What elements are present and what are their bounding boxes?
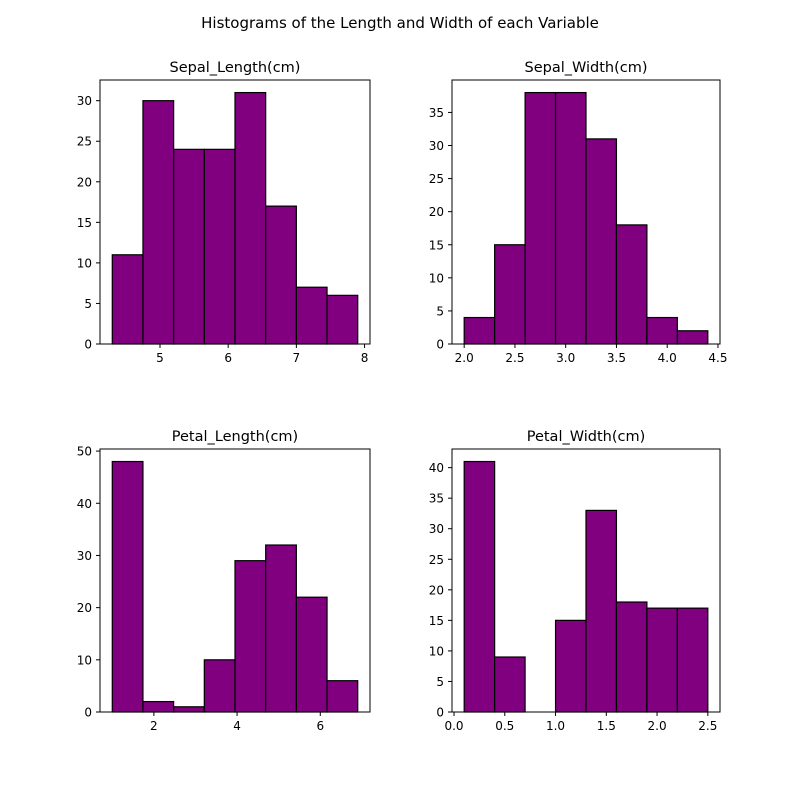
x-tick-label: 4 — [233, 719, 241, 733]
subplot-grid: Sepal_Length(cm)5 6 7 8051015202530Sepal_Wi… — [77, 60, 728, 733]
y-tick-label: 5 — [436, 675, 444, 689]
histogram-bar — [173, 706, 205, 713]
histogram-bar — [676, 607, 709, 713]
x-tick-label: 2.0 — [648, 719, 667, 733]
y-tick-label: 10 — [77, 256, 92, 270]
y-tick-label: 25 — [429, 172, 444, 186]
subplot-3: Petal_Length(cm) 2 4 6 0 10 20 30 40 50 — [77, 429, 371, 733]
y-tick-label: 10 — [429, 644, 444, 658]
histogram-bar — [463, 460, 496, 713]
histogram-bar — [326, 294, 359, 345]
histogram-bar — [615, 601, 648, 713]
y-tick-label: 20 — [77, 601, 92, 615]
histogram-bar — [326, 680, 359, 713]
subplot-title: Sepal_Width(cm) — [524, 60, 647, 76]
x-tick-label: 1.0 — [546, 719, 565, 733]
subplot-1: Sepal_Length(cm) 5 6 7 8 0 5 10 15 20 25 30 — [77, 60, 371, 365]
y-tick-label: 0 — [436, 706, 444, 720]
histogram-bar — [585, 509, 618, 713]
x-tick-label: 2.0 — [455, 351, 474, 365]
x-tick-label: 2 — [150, 719, 158, 733]
y-tick-label: 0 — [84, 338, 92, 352]
subplot-title: Petal_Length(cm) — [172, 429, 298, 445]
y-tick-label: 15 — [429, 614, 444, 628]
subplot-2: Sepal_Width(cm) 2.0 2.5 3.0 3.5 4.0 4.5 0 5 10 15 2… — [429, 60, 728, 365]
x-tick-label: 2.5 — [698, 719, 717, 733]
histogram-bar — [554, 619, 587, 713]
x-tick-label: 0.5 — [495, 719, 514, 733]
histogram-bar — [494, 656, 526, 713]
histogram-bar — [295, 596, 328, 713]
histogram-bar — [234, 91, 267, 345]
histogram-bar — [494, 244, 526, 345]
y-tick-label: 40 — [429, 461, 444, 475]
y-tick-label: 15 — [77, 216, 92, 230]
x-tick-label: 4.5 — [708, 351, 727, 365]
x-tick-label: 4.0 — [658, 351, 677, 365]
x-tick-label: 8 — [361, 351, 369, 365]
y-tick-label: 25 — [429, 553, 444, 567]
y-tick-label: 20 — [77, 175, 92, 189]
y-tick-label: 35 — [429, 106, 444, 120]
y-tick-label: 25 — [77, 135, 92, 149]
y-tick-label: 0 — [436, 338, 444, 352]
axes-frame — [99, 79, 371, 345]
x-tick-label: 7 — [293, 351, 301, 365]
x-tick-label: 5 — [156, 351, 164, 365]
y-tick-label: 20 — [429, 583, 444, 597]
subplot-title: Petal_Width(cm) — [527, 429, 646, 445]
y-tick-label: 15 — [429, 238, 444, 252]
histogram-bar — [463, 316, 496, 345]
histogram-bar — [295, 286, 328, 345]
y-tick-label: 30 — [77, 549, 92, 563]
y-tick-label: 50 — [77, 445, 92, 459]
y-tick-label: 5 — [436, 304, 444, 318]
subplot-title: Sepal_Length(cm) — [170, 60, 301, 76]
y-tick-label: 20 — [429, 205, 444, 219]
y-tick-label: 10 — [77, 653, 92, 667]
histogram-bar — [203, 659, 236, 713]
y-tick-label: 30 — [77, 94, 92, 108]
y-tick-label: 30 — [429, 522, 444, 536]
x-tick-label: 3.5 — [607, 351, 626, 365]
histogram-bar — [111, 254, 144, 345]
axes-frame — [451, 448, 721, 713]
y-tick-label: 35 — [429, 492, 444, 506]
y-tick-label: 10 — [429, 271, 444, 285]
histogram-bar — [676, 330, 709, 345]
histogram-bar — [554, 91, 587, 345]
subplot-4: Petal_Width(cm) 0.0 0.5 1.0 1.5 2.0 2.5 0 5 10 15 2… — [429, 429, 721, 733]
histogram-bar — [203, 148, 236, 345]
figure-title: Histograms of the Length and Width of ea… — [201, 14, 599, 32]
histogram-bar — [142, 100, 175, 345]
y-tick-label: 40 — [77, 497, 92, 511]
histogram-bar — [173, 148, 205, 345]
x-tick-label: 2.5 — [505, 351, 524, 365]
x-tick-label: 6 — [316, 719, 324, 733]
histogram-bar — [585, 138, 618, 345]
histogram-bar — [111, 460, 144, 713]
x-tick-label: 0.0 — [444, 719, 463, 733]
x-tick-label: 1.5 — [597, 719, 616, 733]
y-tick-label: 30 — [429, 139, 444, 153]
x-tick-label: 3.0 — [556, 351, 575, 365]
histogram-bar — [646, 316, 678, 345]
x-tick-label: 6 — [224, 351, 232, 365]
y-tick-label: 5 — [84, 297, 92, 311]
axes-frame — [99, 448, 371, 713]
histogram-bar — [524, 91, 557, 345]
histogram-bar — [265, 544, 297, 713]
histogram-bar — [265, 205, 297, 345]
y-tick-label: 0 — [84, 706, 92, 720]
histogram-bar — [615, 224, 648, 345]
histogram-bar — [142, 700, 175, 713]
histogram-bar — [234, 560, 267, 713]
histogram-bar — [646, 607, 678, 713]
